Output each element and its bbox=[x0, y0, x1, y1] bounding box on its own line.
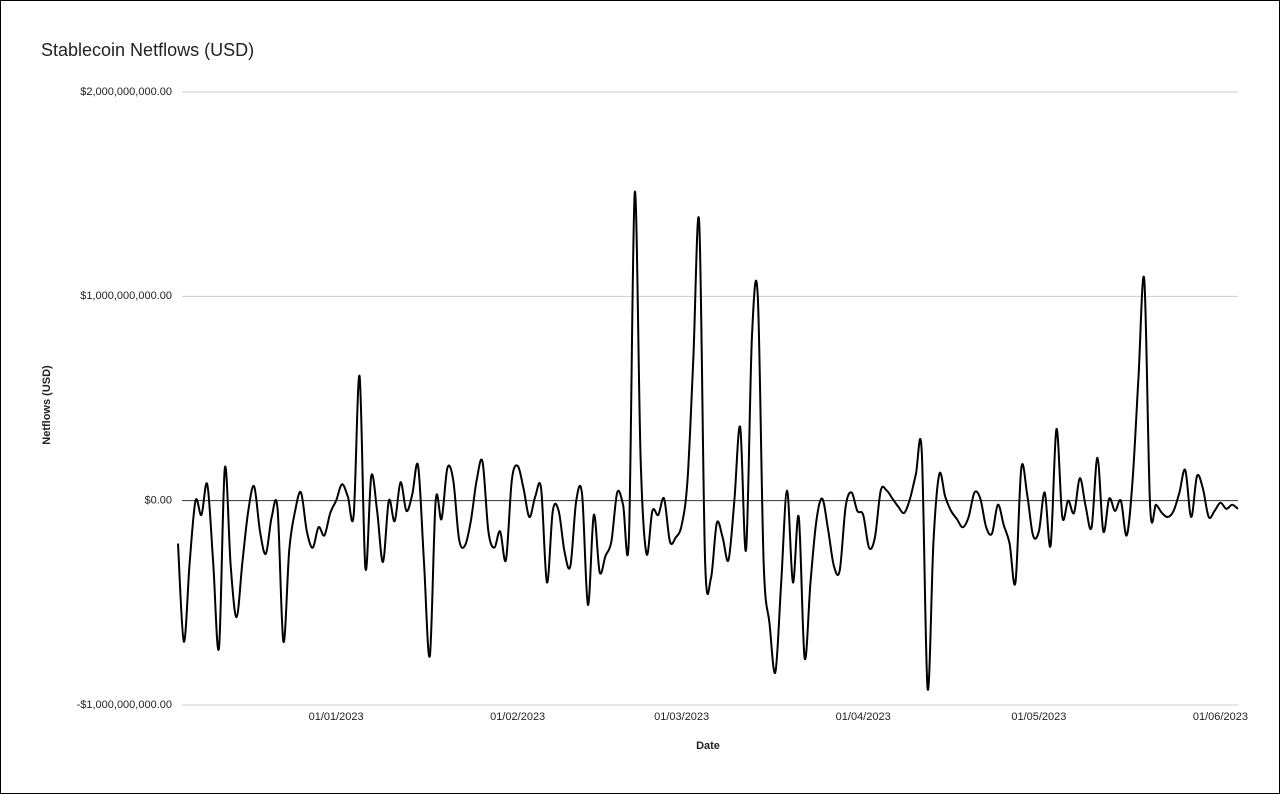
x-tick-label: 01/06/2023 bbox=[1193, 711, 1248, 723]
x-tick-label: 01/02/2023 bbox=[490, 711, 545, 723]
y-axis-title: Netflows (USD) bbox=[41, 365, 53, 445]
x-tick-label: 01/05/2023 bbox=[1011, 711, 1066, 723]
data-line bbox=[177, 191, 1239, 691]
x-tick-label: 01/04/2023 bbox=[836, 711, 891, 723]
x-tick-label: 01/03/2023 bbox=[654, 711, 709, 723]
x-axis-title: Date bbox=[696, 740, 720, 752]
chart-title: Stablecoin Netflows (USD) bbox=[41, 40, 254, 60]
y-tick-label: $1,000,000,000.00 bbox=[80, 290, 172, 302]
y-tick-label: -$1,000,000,000.00 bbox=[77, 699, 172, 711]
x-tick-label: 01/01/2023 bbox=[309, 711, 364, 723]
y-tick-label: $2,000,000,000.00 bbox=[80, 86, 172, 98]
y-tick-label: $0.00 bbox=[144, 495, 172, 507]
